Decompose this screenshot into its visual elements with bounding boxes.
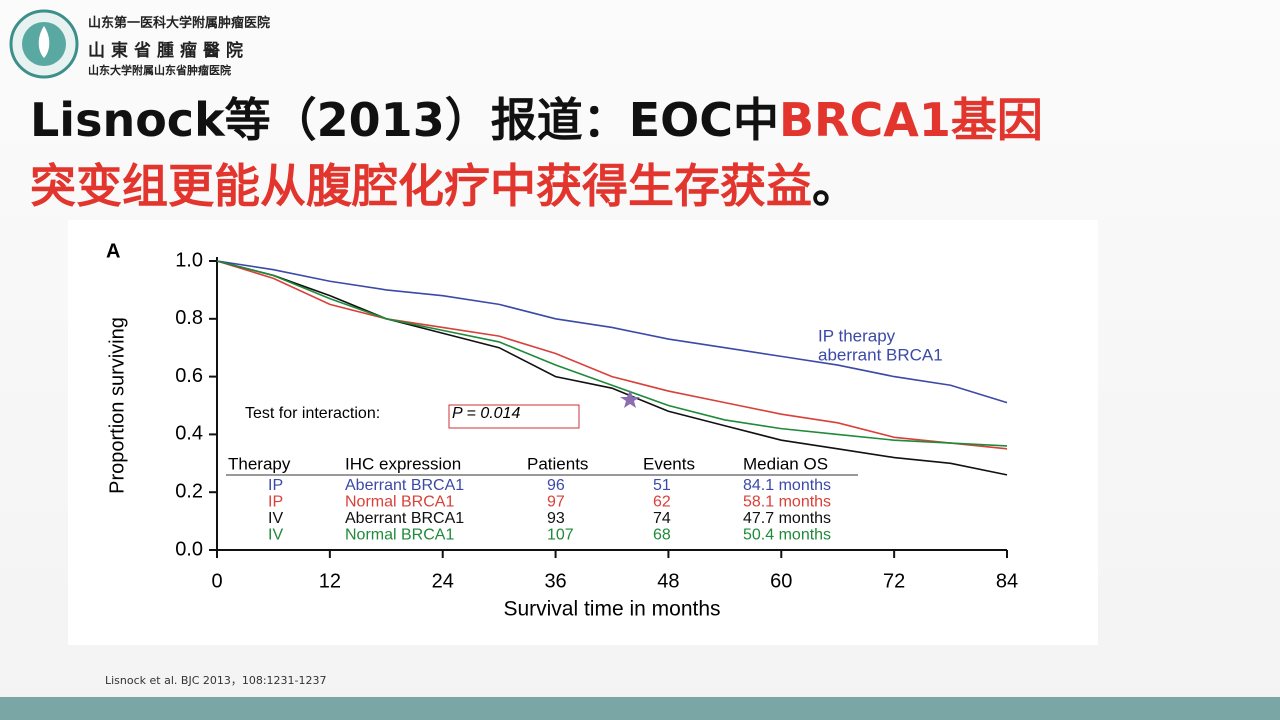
title-line: Lisnock等（2013）报道：EOC中BRCA1基因	[30, 84, 1043, 150]
y-tick-label: 0.4	[175, 423, 203, 445]
table-cell: IP	[268, 477, 283, 494]
panel-label: A	[106, 240, 120, 262]
table-header: Therapy	[228, 454, 291, 473]
y-tick-label: 0.6	[175, 365, 203, 387]
x-tick-label: 24	[432, 570, 454, 592]
y-tick-label: 1.0	[175, 249, 203, 271]
x-tick-label: 72	[883, 570, 905, 592]
x-tick-label: 12	[319, 570, 341, 592]
x-tick-label: 60	[770, 570, 792, 592]
table-cell: Aberrant BRCA1	[345, 477, 464, 494]
title-part: 。	[812, 159, 858, 213]
title-part: Lisnock等（2013）报道：EOC中	[30, 93, 779, 147]
logo-text: 山东大学附属山东省肿瘤医院	[88, 64, 231, 77]
y-tick-label: 0.0	[175, 538, 203, 560]
logo	[9, 9, 79, 79]
table-cell: 74	[653, 510, 671, 527]
survival-curve	[216, 260, 1008, 476]
table-cell: 50.4 months	[743, 527, 831, 544]
x-tick-label: 36	[544, 570, 566, 592]
citation: Lisnock et al. BJC 2013，108:1231-1237	[105, 674, 327, 687]
title-part: 突变组更能从腹腔化疗中获得生存获益	[30, 159, 812, 213]
y-tick-label: 0.2	[175, 480, 203, 502]
title-part: BRCA1基因	[778, 93, 1043, 147]
table-header: Patients	[527, 454, 588, 473]
table-cell: 47.7 months	[743, 510, 831, 527]
annotation: P = 0.014	[452, 405, 520, 422]
survival-curve	[216, 260, 1008, 450]
table-header: Median OS	[743, 454, 828, 473]
title-line: 突变组更能从腹腔化疗中获得生存获益。	[30, 150, 858, 216]
p-value-box	[448, 404, 580, 429]
table-header: IHC expression	[345, 454, 461, 473]
annotation: aberrant BRCA1	[818, 345, 943, 364]
table-cell: 68	[653, 527, 671, 544]
table-cell: IP	[268, 494, 283, 511]
table-cell: 62	[653, 494, 671, 511]
footer-bar	[0, 697, 1280, 720]
chart: 0.0 0.2 0.4 0.6 0.8 1.0 0 12 24 36 48 60 72 84 Surviva…	[68, 220, 1098, 645]
table-header: Events	[643, 454, 695, 473]
table-cell: Aberrant BRCA1	[345, 510, 464, 527]
logo-text: 山东第一医科大学附属肿瘤医院	[88, 16, 271, 31]
y-axis-title: Proportion surviving	[106, 317, 128, 494]
survival-curve	[216, 260, 1008, 447]
table-cell: 96	[547, 477, 565, 494]
x-tick-label: 48	[657, 570, 679, 592]
survival-curve	[216, 260, 1008, 404]
table-cell: 51	[653, 477, 671, 494]
y-tick-label: 0.8	[175, 307, 203, 329]
table-cell: 84.1 months	[743, 477, 831, 494]
table-cell: Normal BRCA1	[345, 494, 454, 511]
table-cell: 97	[547, 494, 565, 511]
table-cell: IV	[268, 510, 283, 527]
table-cell: IV	[268, 527, 283, 544]
table-cell: 93	[547, 510, 565, 527]
table-cell: Normal BRCA1	[345, 527, 454, 544]
table-cell: 58.1 months	[743, 494, 831, 511]
x-tick-label: 84	[996, 570, 1018, 592]
x-axis-title: Survival time in months	[503, 598, 720, 621]
x-tick-label: 0	[211, 570, 222, 592]
annotation: Test for interaction:	[245, 405, 380, 422]
annotation: IP therapy	[818, 326, 896, 345]
logo-text: 山東省腫瘤醫院	[88, 41, 249, 61]
table-cell: 107	[547, 527, 574, 544]
marker-star	[620, 390, 640, 408]
